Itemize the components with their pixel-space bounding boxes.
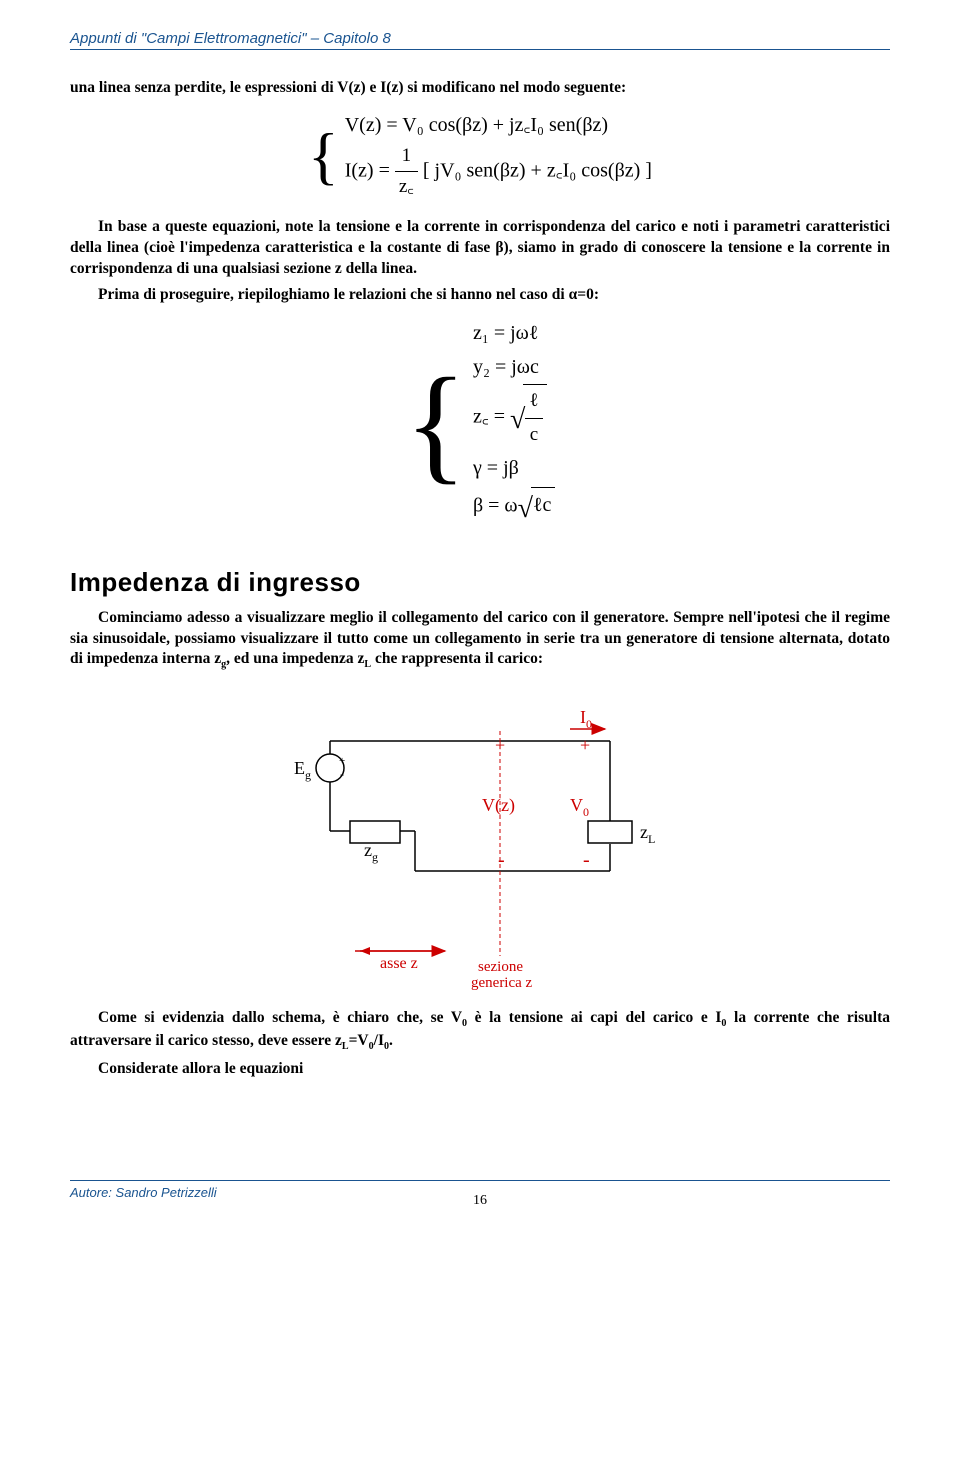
label-assez: asse z	[380, 955, 418, 972]
eq2-l3-num: ℓ	[525, 385, 542, 418]
svg-text:I0: I0	[580, 707, 592, 731]
equation-block-2: { z₁ = jωℓ y₂ = jωc z꜀ = √ ℓ c γ = jβ β …	[70, 316, 890, 532]
label-generica: generica z	[471, 975, 533, 991]
label-zg: z	[364, 840, 372, 860]
src-minus: -	[340, 767, 344, 781]
paragraph-4: Cominciamo adesso a visualizzare meglio …	[70, 608, 890, 673]
label-Vz: V(z)	[482, 795, 515, 816]
section-heading: Impedenza di ingresso	[70, 567, 890, 598]
eq2-l1: z₁ = jωℓ	[473, 316, 555, 350]
eq2-l3-pre: z꜀ =	[473, 406, 510, 428]
para4-b: , ed una impedenza z	[226, 650, 364, 667]
para2-text: In base a queste equazioni, note la tens…	[70, 218, 890, 277]
eq2-l4: γ = jβ	[473, 451, 555, 485]
eq1-l2-post: [ jV₀ sen(βz) + z꜀I₀ cos(βz) ]	[423, 159, 652, 181]
eq1-l2-pre: I(z) =	[345, 159, 395, 181]
svg-text:zL: zL	[640, 822, 655, 846]
p5-subL: L	[342, 1041, 349, 1052]
paragraph-3: Prima di proseguire, riepiloghiamo le re…	[70, 285, 890, 306]
paragraph-2: In base a queste equazioni, note la tens…	[70, 217, 890, 280]
p5e: /I	[374, 1032, 384, 1049]
minus-left: -	[498, 849, 505, 871]
para3-text: Prima di proseguire, riepiloghiamo le re…	[98, 286, 599, 303]
eq1-frac-den: z꜀	[395, 172, 418, 202]
minus-right: -	[583, 849, 590, 871]
p5a: Come si evidenzia dallo schema, è chiaro…	[98, 1009, 462, 1026]
eq2-l5: β = ω√ℓc	[473, 485, 555, 533]
para4-c: che rappresenta il carico:	[371, 650, 543, 667]
eq1-line2: I(z) = 1 z꜀ [ jV₀ sen(βz) + z꜀I₀ cos(βz)…	[345, 141, 652, 203]
circuit-diagram: I0 + + V(z) V0 - - Eg + - zg	[70, 696, 890, 996]
src-plus: +	[339, 755, 345, 767]
label-V0: V	[570, 795, 583, 815]
p5f: .	[389, 1032, 393, 1049]
label-Eg: E	[294, 758, 305, 778]
page-header: Appunti di "Campi Elettromagnetici" – Ca…	[70, 30, 890, 50]
equation-block-1: { V(z) = V₀ cos(βz) + jz꜀I₀ sen(βz) I(z)…	[70, 109, 890, 203]
label-zL: z	[640, 822, 648, 842]
brace-icon: {	[308, 130, 339, 181]
page-number: 16	[473, 1193, 487, 1209]
page-footer: Autore: Sandro Petrizzelli 16	[70, 1180, 890, 1202]
label-V0-sub: 0	[583, 805, 589, 819]
paragraph-intro: una linea senza perdite, le espressioni …	[70, 78, 890, 99]
label-sezione: sezione	[478, 959, 523, 975]
eq2-l5-pre: β = ω	[473, 494, 518, 516]
p5d: =V	[349, 1032, 369, 1049]
svg-text:Eg: Eg	[294, 758, 311, 782]
label-zL-sub: L	[648, 832, 655, 846]
plus-right: +	[580, 735, 590, 755]
footer-author: Autore: Sandro Petrizzelli	[70, 1185, 217, 1200]
label-zg-sub: g	[372, 850, 378, 864]
paragraph-6: Considerate allora le equazioni	[70, 1059, 890, 1080]
label-Eg-sub: g	[305, 768, 311, 782]
p5b: è la tensione ai capi del carico e I	[467, 1009, 721, 1026]
eq2-l3-den: c	[525, 419, 542, 451]
eq2-l3: z꜀ = √ ℓ c	[473, 384, 555, 451]
eq1-line1: V(z) = V₀ cos(βz) + jz꜀I₀ sen(βz)	[345, 109, 652, 141]
brace-icon: {	[405, 369, 467, 480]
label-I0-sub: 0	[586, 717, 592, 731]
svg-text:V0: V0	[570, 795, 589, 819]
paragraph-5: Come si evidenzia dallo schema, è chiaro…	[70, 1008, 890, 1053]
eq2-l2: y₂ = jωc	[473, 350, 555, 384]
para1-text: una linea senza perdite, le espressioni …	[70, 79, 626, 96]
eq2-l5-sqrt: ℓc	[531, 487, 555, 522]
p6: Considerate allora le equazioni	[98, 1060, 303, 1077]
eq1-frac-num: 1	[395, 141, 418, 172]
